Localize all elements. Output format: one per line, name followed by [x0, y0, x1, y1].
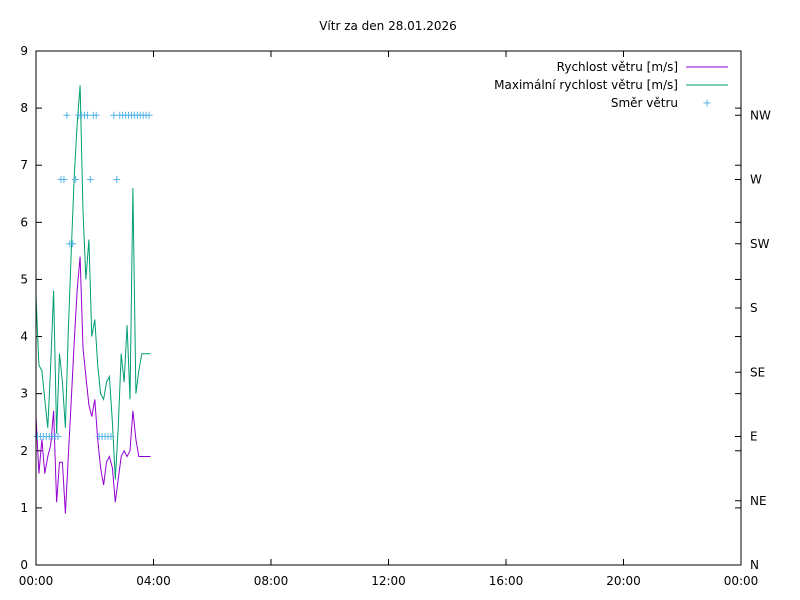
- y2-tick-label: N: [750, 558, 759, 572]
- direction-point: [54, 433, 62, 440]
- y-tick-label: 4: [20, 330, 28, 344]
- plot-area: [33, 85, 153, 514]
- plot-frame: [35, 50, 742, 566]
- x-tick-label: 20:00: [606, 574, 641, 588]
- direction-point: [63, 111, 71, 119]
- direction-point: [69, 240, 77, 248]
- chart-title: Vítr za den 28.01.2026: [319, 19, 457, 33]
- y-tick-label: 8: [20, 101, 28, 115]
- legend-label: Maximální rychlost větru [m/s]: [494, 78, 678, 92]
- series-line-1: [35, 85, 151, 480]
- direction-point: [107, 433, 115, 440]
- y2-tick-label: SE: [750, 365, 765, 379]
- y-tick-label: 5: [20, 272, 28, 286]
- direction-point: [113, 176, 121, 183]
- direction-point: [86, 176, 94, 183]
- legend: Rychlost větru [m/s] Maximální rychlost v…: [494, 60, 728, 110]
- series-line-0: [35, 256, 151, 514]
- x-tick-label: 16:00: [489, 574, 524, 588]
- y-tick-label: 0: [20, 558, 28, 572]
- y2-tick-label: SW: [750, 237, 770, 251]
- y2-tick-label: W: [750, 173, 762, 187]
- y-tick-label: 7: [20, 158, 28, 172]
- y-tick-label: 1: [20, 501, 28, 515]
- direction-point: [72, 176, 80, 183]
- x-tick-label: 08:00: [254, 574, 289, 588]
- direction-point: [145, 111, 153, 119]
- y2-tick-label: E: [750, 430, 758, 444]
- direction-point: [110, 111, 118, 119]
- x-tick-label: 00:00: [19, 574, 54, 588]
- legend-label: Rychlost větru [m/s]: [557, 60, 678, 74]
- x-tick-label: 04:00: [136, 574, 171, 588]
- y-tick-label: 9: [20, 44, 28, 58]
- y2-tick-label: NW: [750, 108, 771, 122]
- x-tick-label: 12:00: [371, 574, 406, 588]
- y2-tick-label: NE: [750, 494, 767, 508]
- legend-label: Směr větru: [611, 96, 678, 110]
- direction-point: [92, 111, 100, 119]
- direction-point: [83, 111, 91, 119]
- direction-point: [60, 176, 68, 183]
- y-tick-label: 2: [20, 444, 28, 458]
- y-tick-label: 3: [20, 387, 28, 401]
- y2-tick-label: S: [750, 301, 758, 315]
- y-tick-label: 6: [20, 215, 28, 229]
- x-tick-label: 00:00: [724, 574, 759, 588]
